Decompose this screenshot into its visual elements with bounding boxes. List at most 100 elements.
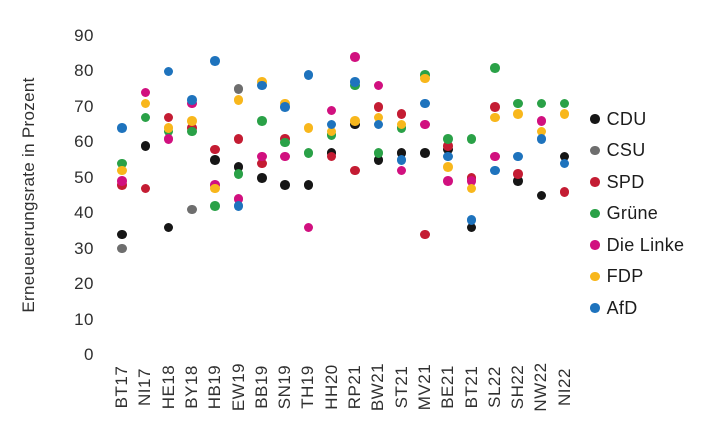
legend-item-csu: CSU: [590, 140, 646, 161]
x-tick-label: TH19: [298, 365, 318, 409]
data-point-grüne-nw22: [536, 98, 547, 109]
data-point-die-linke-he18: [163, 133, 174, 144]
data-point-grüne-ew19: [233, 169, 244, 179]
x-tick-label: BE21: [438, 365, 458, 409]
data-point-die-linke-rp21: [350, 52, 360, 62]
data-point-grüne-hb19: [210, 201, 220, 211]
data-point-afd-he18: [163, 66, 174, 77]
x-tick-label: EW19: [228, 362, 248, 412]
x-tick-label: BB19: [251, 365, 271, 409]
data-point-die-linke-bb19: [257, 151, 267, 162]
data-point-fdp-st21: [396, 119, 407, 130]
data-point-cdu-ni17: [140, 141, 151, 151]
data-point-cdu-bb19: [257, 172, 267, 183]
data-point-die-linke-sl22: [490, 151, 500, 162]
data-point-fdp-ni22: [559, 109, 570, 119]
data-point-afd-bb19: [257, 80, 267, 91]
data-point-afd-bt21: [466, 215, 477, 226]
data-point-fdp-th19: [303, 123, 314, 133]
data-point-fdp-by18: [187, 116, 197, 126]
x-tick-label: SH22: [508, 364, 528, 410]
data-point-fdp-bt17: [117, 165, 127, 176]
data-point-fdp-rp21: [350, 116, 360, 126]
x-tick-label: SN19: [275, 364, 295, 410]
y-tick-label: 20: [74, 274, 94, 294]
data-point-spd-rp21: [350, 165, 360, 176]
legend-item-fdp: FDP: [590, 266, 644, 287]
data-point-afd-ew19: [233, 201, 244, 211]
data-point-spd-ni17: [140, 183, 151, 194]
data-point-die-linke-bt17: [117, 176, 127, 187]
data-point-afd-bw21: [373, 119, 384, 130]
y-tick-label: 70: [74, 96, 94, 116]
data-point-fdp-hb19: [210, 183, 220, 194]
x-tick-label: NI17: [135, 368, 155, 406]
legend-swatch: [590, 303, 600, 313]
data-point-cdu-mv21: [420, 148, 430, 158]
data-point-grüne-be21: [443, 133, 453, 144]
data-point-grüne-ni22: [559, 98, 570, 109]
x-tick-label: ST21: [391, 365, 411, 409]
data-point-afd-sl22: [490, 165, 500, 176]
data-point-spd-ni22: [559, 187, 570, 197]
data-point-die-linke-ni17: [140, 87, 151, 98]
data-point-cdu-he18: [163, 222, 174, 233]
data-point-afd-nw22: [536, 133, 547, 144]
legend-swatch: [590, 240, 600, 250]
legend-item-cdu: CDU: [590, 109, 647, 129]
data-point-grüne-th19: [303, 148, 314, 158]
x-tick-label: MV21: [414, 363, 434, 411]
legend-label: CDU: [606, 108, 647, 129]
data-point-cdu-bw21: [373, 155, 384, 165]
data-point-fdp-sl22: [490, 112, 500, 123]
x-tick-label: BT17: [112, 365, 131, 409]
data-point-afd-ni22: [559, 158, 570, 169]
data-point-fdp-nw22: [536, 126, 547, 137]
x-tick-label: NI22: [554, 368, 574, 406]
data-point-grüne-bb19: [257, 116, 267, 126]
data-point-die-linke-mv21: [420, 119, 430, 130]
data-point-afd-sn19: [280, 102, 290, 112]
y-tick-label: 80: [74, 61, 94, 81]
data-point-spd-ew19: [233, 133, 244, 144]
data-point-afd-bt17: [117, 123, 127, 133]
x-tick-label: NW22: [531, 362, 551, 412]
legend-item-spd: SPD: [590, 172, 645, 192]
data-point-afd-sh22: [513, 151, 523, 162]
data-point-spd-bb19: [257, 158, 267, 169]
x-tick-label: SL22: [484, 366, 504, 408]
data-point-die-linke-nw22: [536, 116, 547, 126]
legend-swatch: [590, 177, 600, 187]
data-point-cdu-st21: [396, 148, 407, 158]
data-point-grüne-bw21: [373, 148, 384, 158]
legend-swatch: [590, 208, 600, 219]
data-point-afd-th19: [303, 70, 314, 80]
data-point-afd-st21: [396, 155, 407, 165]
data-point-fdp-ni17: [140, 98, 151, 109]
x-tick-label: BY18: [181, 365, 201, 409]
data-point-grüne-by18: [187, 126, 197, 137]
data-point-grüne-bt17: [117, 158, 127, 169]
data-point-csu-bt17: [117, 243, 127, 254]
data-point-spd-be21: [443, 141, 453, 151]
y-tick-label: 50: [74, 167, 94, 187]
data-point-die-linke-st21: [396, 165, 407, 176]
data-point-fdp-hh20: [326, 126, 337, 137]
data-point-afd-rp21: [350, 77, 360, 87]
data-point-die-linke-th19: [303, 222, 314, 233]
data-point-grüne-sl22: [490, 63, 500, 73]
data-point-die-linke-sn19: [280, 151, 290, 162]
data-point-cdu-bt21: [466, 222, 477, 233]
data-point-fdp-bt21: [466, 183, 477, 194]
x-tick-label: HH20: [321, 364, 341, 410]
data-point-spd-hb19: [210, 144, 220, 155]
data-point-afd-be21: [443, 151, 453, 162]
data-point-cdu-th19: [303, 180, 314, 190]
data-point-die-linke-bw21: [373, 80, 384, 91]
data-point-grüne-ni17: [140, 112, 151, 123]
data-point-spd-sl22: [490, 102, 500, 112]
legend-swatch: [590, 114, 600, 124]
legend-item-afd: AfD: [590, 298, 638, 318]
data-point-die-linke-be21: [443, 176, 453, 187]
